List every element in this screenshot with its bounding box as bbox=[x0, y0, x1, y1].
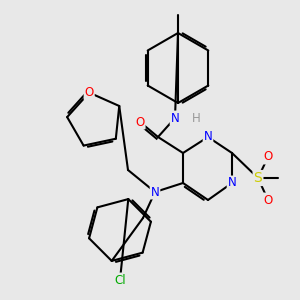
Text: O: O bbox=[263, 194, 273, 206]
Text: H: H bbox=[192, 112, 200, 124]
Text: Cl: Cl bbox=[114, 274, 126, 286]
Text: O: O bbox=[85, 86, 94, 99]
Text: N: N bbox=[151, 185, 159, 199]
Text: N: N bbox=[171, 112, 179, 124]
Text: O: O bbox=[135, 116, 145, 128]
Text: N: N bbox=[204, 130, 212, 143]
Text: O: O bbox=[263, 151, 273, 164]
Text: S: S bbox=[254, 171, 262, 185]
Text: N: N bbox=[228, 176, 236, 190]
